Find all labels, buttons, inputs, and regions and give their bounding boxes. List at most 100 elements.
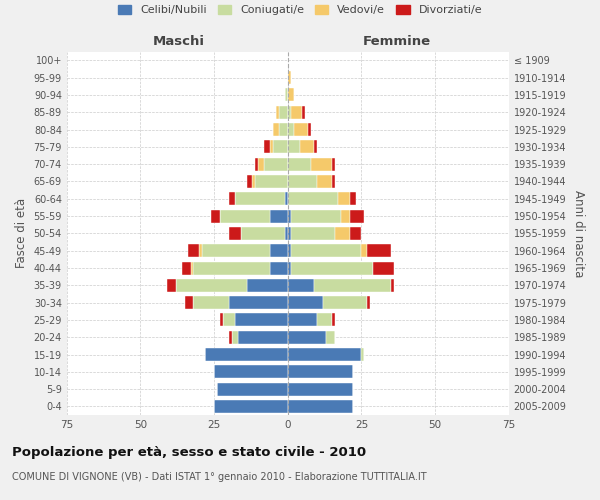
Bar [341, 210, 350, 222]
Bar [256, 175, 288, 188]
Bar [288, 279, 314, 292]
Bar [288, 262, 290, 274]
Bar [361, 348, 364, 361]
Bar [288, 314, 317, 326]
Bar [273, 123, 279, 136]
Bar [317, 175, 332, 188]
Bar [214, 400, 288, 413]
Text: Popolazione per età, sesso e stato civile - 2010: Popolazione per età, sesso e stato civil… [12, 446, 366, 459]
Bar [288, 331, 326, 344]
Bar [229, 192, 235, 205]
Bar [288, 400, 353, 413]
Text: Femmine: Femmine [362, 35, 431, 48]
Bar [338, 192, 350, 205]
Bar [205, 348, 288, 361]
Bar [311, 158, 332, 170]
Bar [185, 296, 193, 309]
Bar [293, 123, 308, 136]
Bar [253, 175, 256, 188]
Bar [264, 158, 288, 170]
Bar [288, 88, 293, 102]
Legend: Celibi/Nubili, Coniugati/e, Vedovi/e, Divorziati/e: Celibi/Nubili, Coniugati/e, Vedovi/e, Di… [113, 0, 487, 20]
Bar [235, 192, 285, 205]
Bar [193, 296, 229, 309]
Bar [288, 227, 290, 240]
Bar [288, 366, 353, 378]
Bar [229, 296, 288, 309]
Bar [229, 227, 241, 240]
Bar [290, 106, 302, 118]
Bar [238, 331, 288, 344]
Bar [285, 88, 288, 102]
Bar [288, 348, 361, 361]
Bar [279, 106, 288, 118]
Bar [247, 175, 253, 188]
Bar [290, 262, 373, 274]
Bar [350, 192, 356, 205]
Bar [299, 140, 314, 153]
Bar [188, 244, 199, 257]
Text: COMUNE DI VIGNONE (VB) - Dati ISTAT 1° gennaio 2010 - Elaborazione TUTTITALIA.IT: COMUNE DI VIGNONE (VB) - Dati ISTAT 1° g… [12, 472, 427, 482]
Bar [176, 279, 247, 292]
Text: Maschi: Maschi [153, 35, 205, 48]
Bar [276, 106, 279, 118]
Bar [247, 279, 288, 292]
Bar [220, 210, 270, 222]
Bar [232, 331, 238, 344]
Bar [350, 210, 364, 222]
Bar [391, 279, 394, 292]
Bar [367, 244, 391, 257]
Bar [235, 314, 288, 326]
Bar [273, 140, 288, 153]
Bar [288, 210, 290, 222]
Bar [193, 262, 270, 274]
Bar [182, 262, 191, 274]
Bar [302, 106, 305, 118]
Bar [217, 382, 288, 396]
Bar [367, 296, 370, 309]
Bar [270, 210, 288, 222]
Bar [220, 314, 223, 326]
Bar [167, 279, 176, 292]
Bar [288, 123, 293, 136]
Bar [350, 227, 361, 240]
Bar [332, 314, 335, 326]
Bar [288, 382, 353, 396]
Bar [288, 71, 290, 84]
Bar [214, 366, 288, 378]
Bar [332, 175, 335, 188]
Bar [270, 262, 288, 274]
Bar [211, 210, 220, 222]
Bar [279, 123, 288, 136]
Bar [288, 296, 323, 309]
Bar [229, 331, 232, 344]
Bar [258, 158, 264, 170]
Bar [335, 227, 350, 240]
Bar [223, 314, 235, 326]
Bar [361, 244, 367, 257]
Bar [202, 244, 270, 257]
Bar [288, 140, 299, 153]
Bar [332, 158, 335, 170]
Bar [288, 192, 338, 205]
Bar [290, 244, 361, 257]
Bar [288, 175, 317, 188]
Bar [317, 314, 332, 326]
Bar [288, 158, 311, 170]
Bar [270, 244, 288, 257]
Bar [314, 140, 317, 153]
Bar [314, 279, 391, 292]
Bar [285, 192, 288, 205]
Bar [264, 140, 270, 153]
Bar [308, 123, 311, 136]
Bar [288, 106, 290, 118]
Bar [256, 158, 258, 170]
Bar [241, 227, 285, 240]
Y-axis label: Fasce di età: Fasce di età [15, 198, 28, 268]
Bar [290, 210, 341, 222]
Bar [323, 296, 367, 309]
Y-axis label: Anni di nascita: Anni di nascita [572, 190, 585, 277]
Bar [270, 140, 273, 153]
Bar [326, 331, 335, 344]
Bar [199, 244, 202, 257]
